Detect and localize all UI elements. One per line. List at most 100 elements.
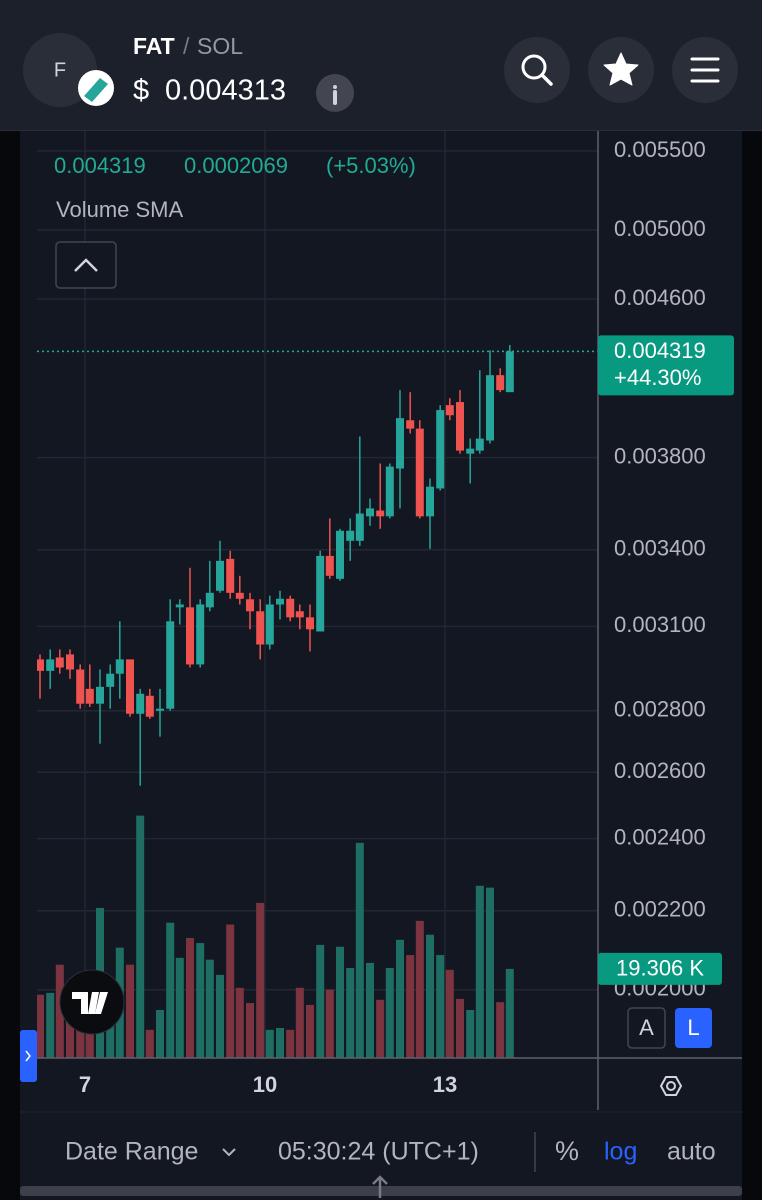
header-price: 0.004313 bbox=[165, 75, 286, 107]
price-change-label: +44.30% bbox=[614, 365, 701, 390]
logo-glyph bbox=[72, 992, 108, 1014]
candle-body bbox=[66, 654, 74, 670]
chevron-right bbox=[25, 1050, 31, 1062]
date-range-chevron bbox=[222, 1148, 236, 1157]
volume-bar bbox=[175, 957, 184, 1058]
log-toggle[interactable]: log bbox=[604, 1138, 637, 1166]
chevron-up bbox=[74, 258, 98, 272]
x-tick-label: 7 bbox=[79, 1072, 91, 1097]
y-tick-label: 0.005000 bbox=[614, 216, 706, 241]
volume-bar bbox=[496, 1002, 505, 1058]
candle-body bbox=[145, 695, 154, 717]
volume-bar bbox=[486, 887, 494, 1058]
candle-body bbox=[256, 611, 265, 645]
quote-symbol: SOL bbox=[197, 33, 243, 59]
volume-bar bbox=[396, 939, 404, 1058]
menu-glyph bbox=[690, 57, 720, 83]
search-handle bbox=[540, 73, 553, 86]
tradingview-logo[interactable] bbox=[59, 969, 125, 1035]
candle-body bbox=[445, 405, 454, 416]
y-tick-label: 0.004600 bbox=[614, 285, 706, 310]
volume-label: 19.306 K bbox=[616, 956, 704, 981]
volume-bar bbox=[385, 967, 394, 1058]
volume-bar bbox=[316, 944, 325, 1058]
volume-bar bbox=[186, 937, 194, 1058]
candle-body bbox=[276, 598, 284, 605]
candle-body bbox=[265, 604, 274, 645]
collapse-button-frame[interactable] bbox=[55, 241, 117, 289]
candle-body bbox=[426, 486, 434, 517]
collapse-button[interactable] bbox=[55, 241, 117, 289]
volume-bar bbox=[346, 967, 355, 1058]
star-glyph bbox=[603, 52, 639, 86]
auto-scale-button[interactable] bbox=[627, 1007, 666, 1049]
sidebar-toggle[interactable] bbox=[20, 1030, 37, 1082]
candle-body bbox=[106, 673, 115, 687]
candle-body bbox=[115, 659, 124, 674]
log-scale-button[interactable] bbox=[675, 1008, 712, 1048]
volume-bar bbox=[355, 842, 364, 1058]
percent-toggle[interactable]: % bbox=[555, 1136, 579, 1166]
volume-bar bbox=[66, 994, 74, 1058]
sidebar-toggle-tab[interactable] bbox=[20, 1030, 37, 1082]
candle-body bbox=[376, 510, 385, 517]
candle-body bbox=[406, 420, 415, 429]
settings-dot bbox=[666, 1081, 676, 1091]
pair-separator: / bbox=[183, 33, 190, 59]
volume-bar bbox=[466, 1009, 475, 1058]
candle-body bbox=[246, 599, 254, 612]
volume-badge bbox=[598, 952, 722, 985]
candle-body bbox=[186, 607, 194, 665]
date-range[interactable]: Date Range bbox=[65, 1138, 198, 1166]
volume-bar bbox=[295, 987, 304, 1058]
volume-bar bbox=[136, 815, 145, 1058]
volume-bar bbox=[376, 999, 385, 1058]
candle-body bbox=[336, 530, 344, 579]
auto-toggle[interactable]: auto bbox=[667, 1138, 716, 1166]
volume-bar bbox=[37, 994, 44, 1058]
volume-bar bbox=[216, 974, 224, 1058]
candle-body bbox=[385, 466, 394, 517]
candle-body bbox=[46, 659, 55, 671]
legend-change: 0.0002069 bbox=[184, 153, 288, 178]
last-price-label: 0.004319 bbox=[614, 338, 706, 363]
candle-body bbox=[486, 375, 494, 441]
candle-body bbox=[366, 508, 374, 517]
volume-bar bbox=[445, 969, 454, 1058]
avatar-letter: F bbox=[54, 59, 66, 81]
volume-bar bbox=[46, 992, 55, 1058]
candle-body bbox=[415, 428, 424, 517]
settings-button[interactable] bbox=[659, 1076, 683, 1096]
candle-body bbox=[286, 598, 295, 618]
settings-hexagon[interactable] bbox=[659, 1076, 683, 1096]
candle-body bbox=[205, 592, 214, 608]
candle-body bbox=[37, 659, 44, 671]
volume-bar bbox=[156, 1009, 164, 1058]
search-button[interactable] bbox=[504, 37, 570, 103]
chain-icon-glyph bbox=[84, 78, 108, 102]
base-symbol: FAT bbox=[133, 33, 175, 59]
candle-body bbox=[76, 669, 85, 704]
volume-bar bbox=[265, 1029, 274, 1058]
volume-bar bbox=[286, 1029, 295, 1058]
candle-body bbox=[156, 708, 164, 711]
candle-body bbox=[475, 438, 484, 451]
y-tick-label: 0.003800 bbox=[614, 443, 706, 468]
y-tick-label: 0.003100 bbox=[614, 612, 706, 637]
volume-bar bbox=[145, 1029, 154, 1058]
auto-scale-label: A bbox=[639, 1015, 654, 1040]
volume-bar bbox=[336, 946, 344, 1058]
volume-bar bbox=[366, 962, 374, 1058]
volume-bar bbox=[246, 1003, 254, 1058]
candle-body bbox=[355, 513, 364, 541]
candle-body bbox=[295, 611, 304, 618]
y-tick-label: 0.002800 bbox=[614, 697, 706, 722]
log-scale-label: L bbox=[687, 1015, 699, 1040]
volume-bar bbox=[436, 955, 445, 1058]
volume-bar bbox=[306, 1004, 314, 1058]
y-tick-label: 0.003400 bbox=[614, 536, 706, 561]
candle-body bbox=[235, 592, 244, 599]
candle-body bbox=[456, 402, 464, 451]
volume-bar bbox=[166, 922, 175, 1058]
